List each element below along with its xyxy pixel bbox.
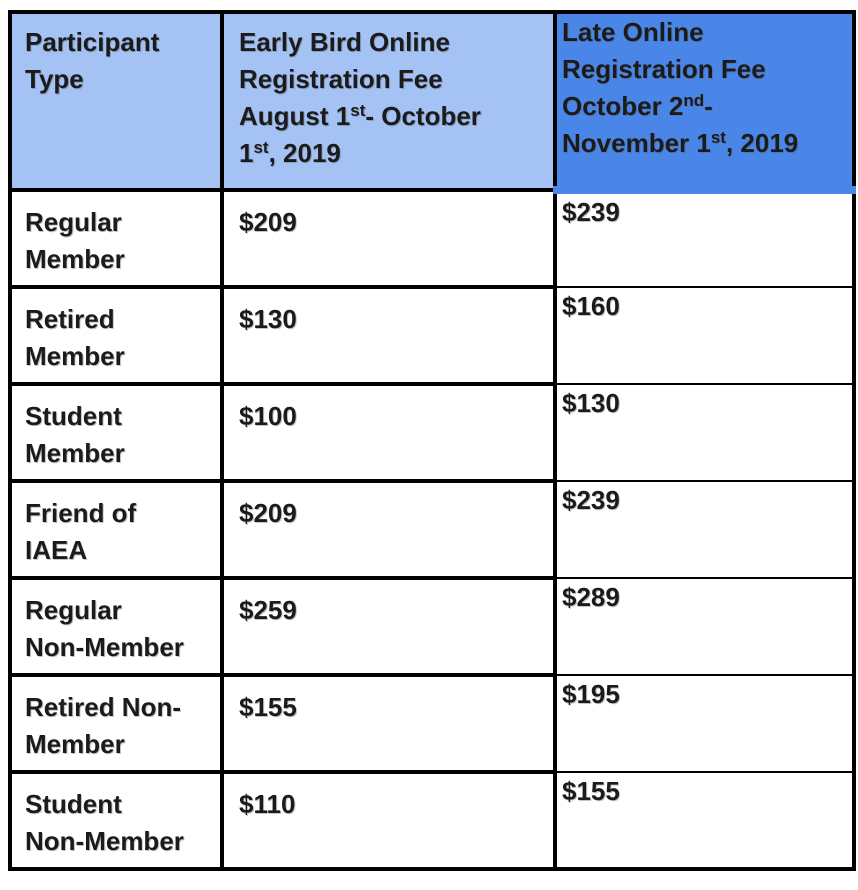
- participant-type-cell: Retired Member: [8, 285, 224, 386]
- late-fee-cell: $155: [553, 771, 856, 870]
- participant-type-cell: Student Member: [8, 382, 224, 483]
- header-text: August 1: [239, 101, 351, 131]
- late-fee-cell: $239: [553, 189, 856, 288]
- header-text: Registration Fee: [239, 64, 443, 94]
- participant-type-text: Retired: [25, 304, 115, 334]
- ordinal-superscript: nd: [683, 91, 705, 110]
- early-bird-fee-cell: $259: [220, 576, 557, 677]
- participant-type-text: IAEA: [25, 535, 88, 565]
- participant-type-cell: Student Non-Member: [8, 770, 224, 871]
- late-fee-cell: $289: [553, 577, 856, 676]
- participant-type-text: Member: [25, 438, 125, 468]
- participant-type-cell: Regular Non-Member: [8, 576, 224, 677]
- table-row: Retired Member $130 $160: [8, 285, 856, 386]
- table-row: Regular Non-Member $259 $289: [8, 576, 856, 677]
- table-row: Retired Non- Member $155 $195: [8, 673, 856, 774]
- header-participant-type: Participant Type: [8, 10, 224, 192]
- table-body: Regular Member $209 $239 Retired Member $130 $1…: [8, 188, 856, 871]
- table-row: Regular Member $209 $239: [8, 188, 856, 289]
- participant-type-text: Member: [25, 729, 125, 759]
- header-text: 1: [239, 138, 254, 168]
- participant-type-cell: Retired Non- Member: [8, 673, 224, 774]
- early-bird-fee-cell: $209: [220, 188, 557, 289]
- header-text: Early Bird Online: [239, 27, 450, 57]
- late-fee-cell: $130: [553, 383, 856, 482]
- header-text: , 2019: [725, 128, 799, 158]
- header-text: November 1: [562, 128, 711, 158]
- early-bird-fee-cell: $209: [220, 479, 557, 580]
- header-late-fee: Late Online Registration Fee October 2nd- N…: [553, 10, 856, 194]
- header-text: Participant: [25, 27, 160, 57]
- participant-type-text: Student: [25, 789, 122, 819]
- early-bird-fee-cell: $130: [220, 285, 557, 386]
- participant-type-text: Non-Member: [25, 826, 184, 856]
- header-text: -: [704, 91, 713, 121]
- table-row: Student Member $100 $130: [8, 382, 856, 483]
- participant-type-text: Student: [25, 401, 122, 431]
- table-header: Participant Type Early Bird Online Registr…: [8, 10, 856, 194]
- header-row: Participant Type Early Bird Online Registr…: [8, 10, 856, 194]
- header-text: , 2019: [268, 138, 341, 168]
- early-bird-fee-cell: $155: [220, 673, 557, 774]
- participant-type-text: Member: [25, 244, 125, 274]
- header-text: Type: [25, 64, 84, 94]
- registration-fee-table: Participant Type Early Bird Online Registr…: [8, 10, 856, 871]
- participant-type-cell: Regular Member: [8, 188, 224, 289]
- table-row: Student Non-Member $110 $155: [8, 770, 856, 871]
- header-text: Registration Fee: [562, 54, 766, 84]
- late-fee-cell: $239: [553, 480, 856, 579]
- header-text: - October: [365, 101, 481, 131]
- early-bird-fee-cell: $100: [220, 382, 557, 483]
- participant-type-text: Retired Non-: [25, 692, 181, 722]
- participant-type-text: Friend of: [25, 498, 137, 528]
- ordinal-superscript: st: [253, 138, 269, 157]
- late-fee-cell: $195: [553, 674, 856, 773]
- participant-type-cell: Friend of IAEA: [8, 479, 224, 580]
- table-row: Friend of IAEA $209 $239: [8, 479, 856, 580]
- participant-type-text: Regular: [25, 207, 122, 237]
- ordinal-superscript: st: [350, 101, 366, 120]
- header-early-bird-fee: Early Bird Online Registration Fee August …: [220, 10, 557, 192]
- participant-type-text: Member: [25, 341, 125, 371]
- header-text: October 2: [562, 91, 684, 121]
- ordinal-superscript: st: [710, 128, 726, 147]
- late-fee-cell: $160: [553, 286, 856, 385]
- participant-type-text: Regular: [25, 595, 122, 625]
- participant-type-text: Non-Member: [25, 632, 184, 662]
- early-bird-fee-cell: $110: [220, 770, 557, 871]
- header-text: Late Online: [562, 17, 704, 47]
